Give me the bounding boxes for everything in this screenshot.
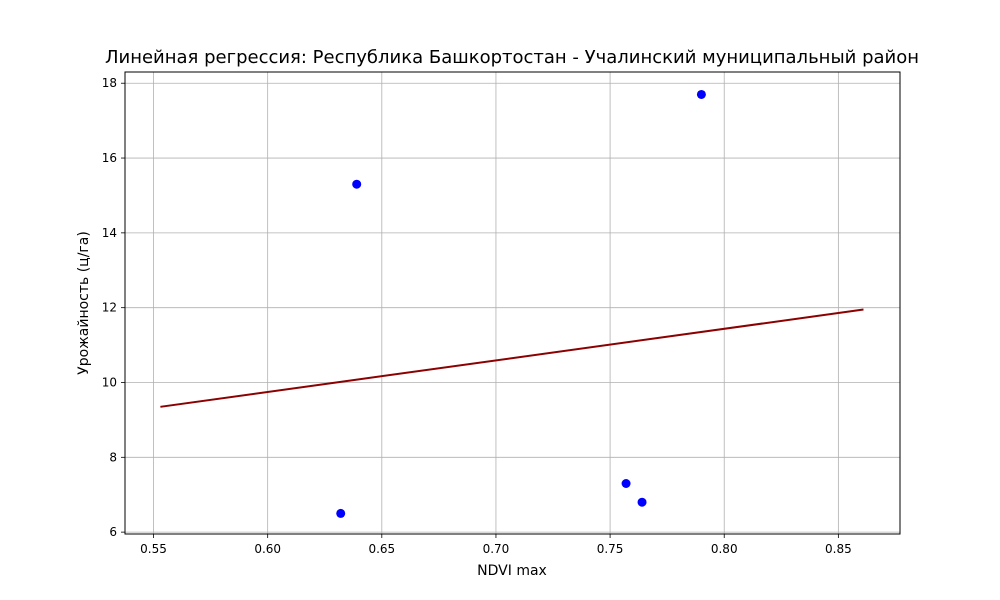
x-tick-label: 0.85 <box>825 542 852 556</box>
plot-frame <box>124 71 901 535</box>
y-tick-label: 16 <box>102 151 117 165</box>
x-tick-label: 0.70 <box>483 542 510 556</box>
y-axis-label: Урожайность (ц/га) <box>76 231 92 375</box>
y-tick-label: 8 <box>109 450 117 464</box>
x-tick-label: 0.55 <box>140 542 167 556</box>
x-axis-label: NDVI max <box>477 563 547 579</box>
x-tick-label: 0.75 <box>597 542 624 556</box>
y-tick-label: 18 <box>102 76 117 90</box>
data-marks <box>160 89 864 518</box>
chart-title: Линейная регрессия: Республика Башкортос… <box>105 47 919 68</box>
data-point <box>336 508 346 518</box>
axis-ticks: 0.55 0.60 0.65 0.70 0.75 0.80 0.85 6 8 10 12 14 16 18 <box>102 76 852 556</box>
grid <box>125 72 900 534</box>
data-point <box>637 497 647 507</box>
y-tick-label: 10 <box>102 375 117 389</box>
data-point <box>696 89 706 99</box>
x-tick-label: 0.65 <box>368 542 395 556</box>
x-tick-label: 0.80 <box>711 542 738 556</box>
data-point <box>621 478 631 488</box>
y-tick-label: 12 <box>102 301 117 315</box>
y-tick-label: 14 <box>102 226 117 240</box>
x-tick-label: 0.60 <box>254 542 281 556</box>
data-point <box>352 179 362 189</box>
y-tick-label: 6 <box>109 525 117 539</box>
regression-line <box>160 308 864 408</box>
